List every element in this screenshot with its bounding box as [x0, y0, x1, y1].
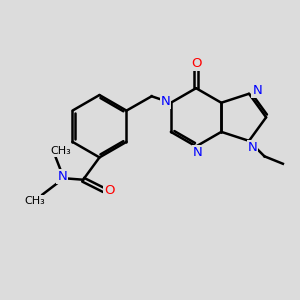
- Text: O: O: [191, 57, 201, 70]
- Text: N: N: [248, 141, 257, 154]
- Text: N: N: [57, 170, 67, 183]
- Text: N: N: [160, 95, 170, 108]
- Text: CH₃: CH₃: [50, 146, 71, 156]
- Text: O: O: [104, 184, 115, 196]
- Text: CH₃: CH₃: [25, 196, 45, 206]
- Text: N: N: [193, 146, 202, 159]
- Text: N: N: [252, 84, 262, 97]
